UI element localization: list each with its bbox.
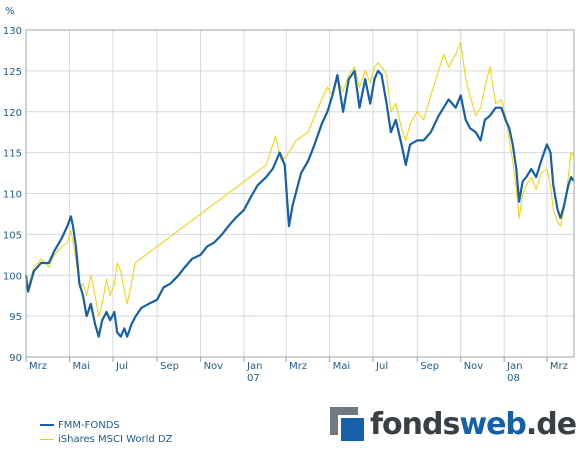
y-tick-label: 120: [3, 108, 22, 119]
x-tick-label: Jan: [506, 361, 522, 372]
series-line-fmm-fonds: [24, 69, 575, 338]
fondsweb-logo: fondsweb.de: [330, 404, 577, 444]
y-tick-label: 130: [3, 26, 22, 37]
y-tick-label: 100: [3, 271, 22, 282]
legend-label-fmm: FMM-FONDS: [58, 419, 120, 431]
y-tick-label: 115: [3, 149, 22, 160]
x-tick-label: Nov: [204, 361, 224, 372]
legend: FMM-FONDS iShares MSCI World DZ: [40, 418, 173, 446]
y-tick-label: 125: [3, 67, 22, 78]
legend-swatch-ishares: [40, 438, 54, 440]
x-tick-label: Mrz: [289, 361, 307, 372]
y-unit-label: %: [5, 6, 15, 17]
x-tick-label: Jul: [115, 361, 128, 372]
series-lines: [24, 41, 575, 338]
x-tick-label: Jul: [375, 361, 388, 372]
x-tick-label: Mrz: [550, 361, 568, 372]
x-tick-label: Mai: [333, 361, 351, 372]
series-line-ishares-msci-world: [25, 41, 575, 317]
y-tick-label: 90: [9, 353, 22, 364]
legend-item-ishares: iShares MSCI World DZ: [40, 432, 173, 446]
x-tick-label: Nov: [464, 361, 484, 372]
y-tick-label: 105: [3, 230, 22, 241]
legend-swatch-fmm: [40, 424, 54, 426]
logo-mark-icon: [330, 407, 364, 441]
y-tick-label: 110: [3, 190, 22, 201]
legend-label-ishares: iShares MSCI World DZ: [58, 433, 173, 445]
x-tick-label: Mai: [72, 361, 90, 372]
legend-item-fmm: FMM-FONDS: [40, 418, 173, 432]
axis-ticks: 90 95 100 105 110 115 120 125 130 Mrz Mai Jul Sep Nov…: [3, 26, 568, 384]
plot-frame: [25, 29, 575, 358]
x-tick-label: Sep: [420, 361, 439, 372]
x-tick-label: Jan: [246, 361, 262, 372]
grid: [25, 29, 574, 358]
x-tick-label: Mrz: [29, 361, 47, 372]
x-tick-label: Sep: [160, 361, 179, 372]
y-tick-label: 95: [9, 312, 22, 323]
line-chart: % 90 95 100 105 110 115 120 125 130 Mrz Mai Jul Sep N…: [3, 6, 575, 384]
logo-wordmark: fondsweb.de: [370, 406, 577, 442]
x-tick-year-label: 08: [507, 373, 520, 384]
x-tick-year-label: 07: [247, 373, 260, 384]
